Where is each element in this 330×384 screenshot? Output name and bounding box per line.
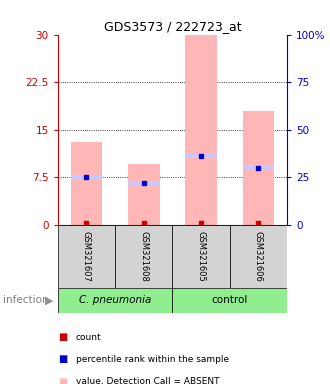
- Bar: [128, 164, 159, 225]
- Text: C. pneumonia: C. pneumonia: [79, 295, 151, 306]
- Text: GSM321605: GSM321605: [197, 231, 206, 282]
- Bar: [128, 181, 159, 186]
- Bar: [185, 35, 217, 225]
- Bar: [243, 111, 274, 225]
- Text: GSM321607: GSM321607: [82, 231, 91, 282]
- Bar: [115, 225, 173, 288]
- Bar: [58, 288, 173, 313]
- Bar: [71, 142, 102, 225]
- Text: value, Detection Call = ABSENT: value, Detection Call = ABSENT: [76, 377, 219, 384]
- Bar: [58, 225, 115, 288]
- Bar: [71, 175, 102, 179]
- Bar: [243, 166, 274, 170]
- Text: ■: ■: [58, 354, 67, 364]
- Text: GSM321608: GSM321608: [139, 231, 148, 282]
- Title: GDS3573 / 222723_at: GDS3573 / 222723_at: [104, 20, 241, 33]
- Bar: [173, 225, 230, 288]
- Text: infection: infection: [3, 295, 49, 306]
- Text: ▶: ▶: [45, 295, 54, 306]
- Text: ■: ■: [58, 377, 67, 384]
- Text: percentile rank within the sample: percentile rank within the sample: [76, 355, 229, 364]
- Text: control: control: [212, 295, 248, 306]
- Bar: [230, 225, 287, 288]
- Bar: [185, 154, 217, 159]
- Text: count: count: [76, 333, 102, 342]
- Bar: [173, 288, 287, 313]
- Text: GSM321606: GSM321606: [254, 231, 263, 282]
- Text: ■: ■: [58, 332, 67, 342]
